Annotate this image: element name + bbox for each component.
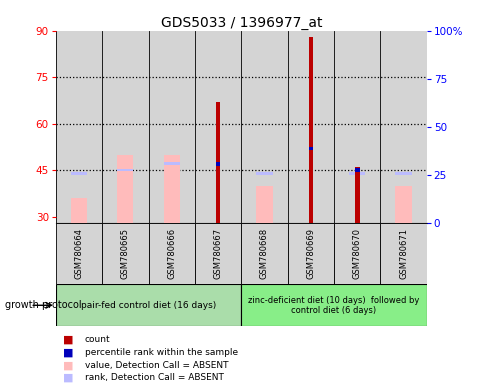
Bar [241,284,426,326]
Bar [117,155,133,223]
Text: ■: ■ [63,335,74,345]
Bar [256,172,272,175]
Text: GSM780671: GSM780671 [398,228,407,279]
Bar [163,162,180,165]
Bar [394,172,411,175]
Text: GSM780666: GSM780666 [167,228,176,279]
Text: pair-fed control diet (16 days): pair-fed control diet (16 days) [81,301,216,310]
Bar [333,31,379,223]
Bar [56,31,102,223]
Bar [117,169,133,172]
Bar [379,31,426,223]
Bar [71,172,87,175]
Text: GSM780664: GSM780664 [75,228,83,279]
Bar [148,31,195,223]
Bar [379,223,426,284]
Bar [348,172,364,175]
Bar [333,223,379,284]
Bar [71,198,87,223]
Text: value, Detection Call = ABSENT: value, Detection Call = ABSENT [85,361,228,370]
Text: ■: ■ [63,348,74,358]
Bar [241,31,287,223]
Bar [287,31,333,223]
Text: GSM780669: GSM780669 [306,228,315,279]
Text: GSM780670: GSM780670 [352,228,361,279]
Text: ■: ■ [63,373,74,383]
Text: count: count [85,335,110,344]
Bar [256,185,272,223]
Bar [215,162,220,166]
Bar [163,155,180,223]
Bar [148,223,195,284]
Bar [308,147,313,150]
Bar [102,31,148,223]
Bar [56,284,241,326]
Bar [354,168,359,172]
Text: GSM780667: GSM780667 [213,228,222,279]
Text: growth protocol: growth protocol [5,300,81,310]
Bar [308,37,313,223]
Bar [241,223,287,284]
Text: percentile rank within the sample: percentile rank within the sample [85,348,238,357]
Text: GSM780665: GSM780665 [121,228,130,279]
Bar [56,223,102,284]
Bar [287,223,333,284]
Bar [195,223,241,284]
Text: rank, Detection Call = ABSENT: rank, Detection Call = ABSENT [85,373,223,382]
Bar [394,185,411,223]
Text: ■: ■ [63,360,74,370]
Bar [102,223,148,284]
Bar [215,102,220,223]
Text: GSM780668: GSM780668 [259,228,269,279]
Bar [354,167,359,223]
Text: zinc-deficient diet (10 days)  followed by
control diet (6 days): zinc-deficient diet (10 days) followed b… [248,296,419,315]
Bar [195,31,241,223]
Title: GDS5033 / 1396977_at: GDS5033 / 1396977_at [160,16,321,30]
